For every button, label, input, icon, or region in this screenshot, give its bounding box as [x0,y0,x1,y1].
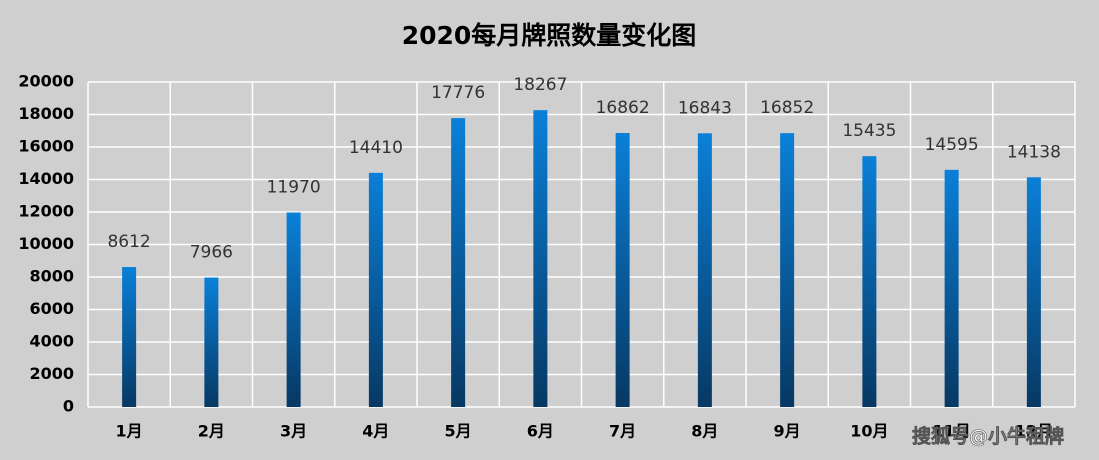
x-tick-label: 3月 [280,422,307,441]
x-tick-label: 5月 [445,422,472,441]
x-tick-label: 10月 [850,422,888,441]
y-tick-label: 2000 [29,364,74,383]
x-tick-label: 2月 [198,422,225,441]
watermark: 搜狐号@小牛租牌 [912,425,1064,448]
bar [780,133,795,407]
y-tick-label: 18000 [18,104,74,123]
value-label: 14410 [349,138,403,158]
bar [204,277,219,407]
y-tick-label: 4000 [29,332,74,351]
value-label: 14595 [925,135,979,155]
y-tick-label: 14000 [18,169,74,188]
y-tick-label: 10000 [18,234,74,253]
bar [122,267,137,407]
bar [1026,177,1041,407]
y-tick-label: 6000 [29,299,74,318]
bar [944,169,959,407]
bar [368,172,383,407]
y-tick-label: 0 [63,397,74,416]
y-tick-label: 12000 [18,202,74,221]
value-label: 15435 [842,121,896,141]
x-tick-label: 9月 [774,422,801,441]
value-label: 11970 [267,177,321,197]
x-tick-label: 1月 [116,422,143,441]
x-tick-label: 8月 [691,422,718,441]
value-label: 14138 [1007,142,1061,162]
value-label: 16852 [760,98,814,118]
y-tick-label: 20000 [18,72,74,91]
bar [615,132,630,407]
bar [451,118,466,407]
value-label: 18267 [513,75,567,95]
y-tick-label: 8000 [29,267,74,286]
y-tick-label: 16000 [18,137,74,156]
x-tick-label: 6月 [527,422,554,441]
bar [533,110,548,407]
value-label: 17776 [431,83,485,103]
chart-title: 2020每月牌照数量变化图 [402,21,697,50]
x-tick-label: 4月 [362,422,389,441]
value-label: 16862 [596,98,650,118]
value-label: 7966 [190,243,233,263]
value-label: 8612 [107,232,150,252]
x-tick-label: 7月 [609,422,636,441]
bar [286,212,301,407]
x-tick-label: 12月 [1015,422,1053,441]
value-label: 16843 [678,98,732,118]
x-tick-label: 11月 [932,422,970,441]
bar [697,133,712,407]
bar [862,156,877,407]
